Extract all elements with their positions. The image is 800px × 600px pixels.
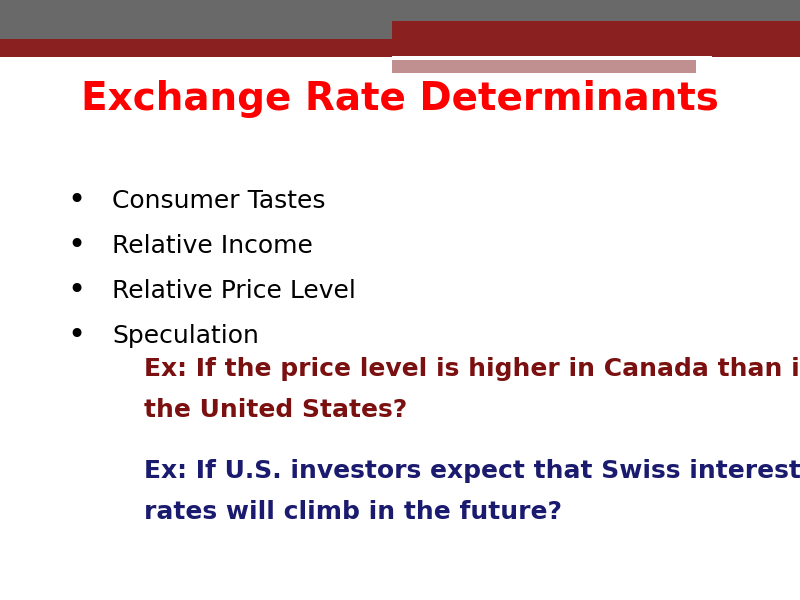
Text: Ex: If U.S. investors expect that Swiss interest: Ex: If U.S. investors expect that Swiss … — [144, 459, 800, 483]
Text: the United States?: the United States? — [144, 398, 407, 422]
Text: •: • — [67, 187, 85, 215]
Text: Consumer Tastes: Consumer Tastes — [112, 189, 326, 213]
Text: •: • — [67, 232, 85, 260]
Text: •: • — [67, 322, 85, 350]
FancyBboxPatch shape — [392, 56, 712, 61]
Text: Relative Price Level: Relative Price Level — [112, 279, 356, 303]
Text: rates will climb in the future?: rates will climb in the future? — [144, 500, 562, 524]
Text: •: • — [67, 277, 85, 305]
FancyBboxPatch shape — [392, 60, 696, 73]
Text: Relative Income: Relative Income — [112, 234, 313, 258]
FancyBboxPatch shape — [392, 21, 800, 57]
Text: Exchange Rate Determinants: Exchange Rate Determinants — [81, 80, 719, 118]
FancyBboxPatch shape — [0, 0, 800, 39]
FancyBboxPatch shape — [0, 39, 392, 57]
Text: Speculation: Speculation — [112, 324, 259, 348]
Text: Ex: If the price level is higher in Canada than in: Ex: If the price level is higher in Cana… — [144, 357, 800, 381]
